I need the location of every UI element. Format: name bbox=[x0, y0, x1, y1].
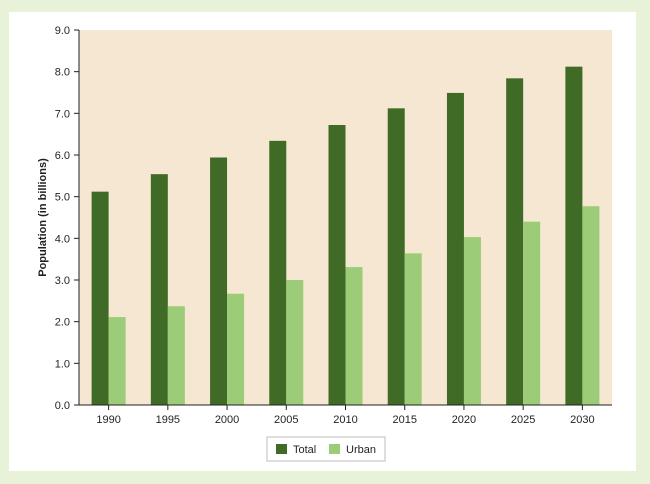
bar-urban-2010 bbox=[345, 267, 363, 405]
bar-urban-2005 bbox=[286, 280, 304, 405]
bar-total-2030 bbox=[565, 66, 583, 406]
bar-total-1990 bbox=[91, 191, 109, 405]
bar-urban-2015 bbox=[404, 253, 422, 405]
x-tick-label: 2030 bbox=[570, 414, 594, 426]
x-tick-label: 1990 bbox=[96, 414, 120, 426]
bar-total-1995 bbox=[150, 174, 168, 405]
y-tick-label: 5.0 bbox=[55, 192, 70, 204]
bar-total-2025 bbox=[506, 78, 524, 405]
bar-urban-2020 bbox=[463, 237, 481, 405]
y-tick-label: 9.0 bbox=[55, 25, 70, 37]
bar-urban-2030 bbox=[582, 206, 600, 405]
y-axis-title: Population (in billions) bbox=[37, 158, 49, 277]
bar-total-2015 bbox=[387, 108, 405, 405]
y-tick-label: 0.0 bbox=[55, 400, 70, 412]
x-tick-label: 2020 bbox=[452, 414, 476, 426]
bar-total-2010 bbox=[328, 125, 346, 405]
x-tick-label: 1995 bbox=[156, 414, 180, 426]
y-tick-label: 3.0 bbox=[55, 275, 70, 287]
bar-urban-2025 bbox=[523, 221, 541, 405]
x-tick-label: 2000 bbox=[215, 414, 239, 426]
x-tick-label: 2025 bbox=[511, 414, 535, 426]
y-tick-label: 8.0 bbox=[55, 67, 70, 79]
y-tick-label: 6.0 bbox=[55, 150, 70, 162]
y-tick-label: 4.0 bbox=[55, 233, 70, 245]
legend-swatch-urban bbox=[329, 444, 340, 454]
legend-label-total: Total bbox=[293, 444, 316, 456]
y-tick-label: 2.0 bbox=[55, 317, 70, 329]
legend-swatch-total bbox=[276, 444, 287, 454]
bar-total-2005 bbox=[269, 140, 287, 406]
bar-urban-2000 bbox=[227, 293, 245, 405]
legend: Total Urban bbox=[266, 436, 386, 462]
bar-urban-1995 bbox=[167, 306, 185, 405]
x-tick-label: 2015 bbox=[392, 414, 416, 426]
bar-total-2020 bbox=[446, 92, 464, 406]
x-tick-label: 2010 bbox=[333, 414, 357, 426]
bar-urban-1990 bbox=[108, 317, 126, 405]
x-tick-label: 2005 bbox=[274, 414, 298, 426]
y-tick-label: 1.0 bbox=[55, 358, 70, 370]
y-tick-label: 7.0 bbox=[55, 108, 70, 120]
bar-total-2000 bbox=[210, 157, 228, 405]
legend-label-urban: Urban bbox=[346, 444, 376, 456]
